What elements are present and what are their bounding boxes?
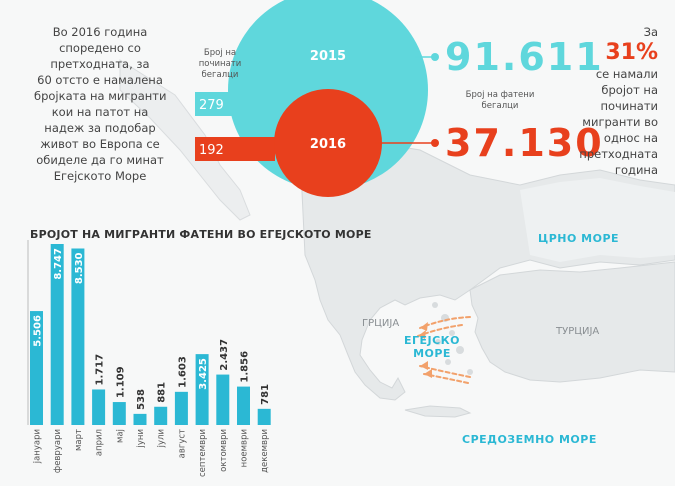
italy-land	[119, 59, 251, 221]
bar-1	[30, 311, 43, 425]
caught-2015-value: 91.611	[445, 35, 604, 79]
deaths-label-line: починати	[198, 59, 242, 69]
bar-6	[133, 413, 147, 425]
crete-island	[404, 405, 472, 418]
intro-line: обиделе да го минат	[36, 153, 164, 167]
month-label: јануари	[33, 429, 43, 464]
deaths-bar-2016	[195, 137, 275, 161]
bar-8	[174, 391, 188, 425]
bar-value-label: 1.603	[177, 356, 188, 388]
deaths-label-line: бегалци	[201, 70, 239, 80]
bar-5	[112, 402, 126, 425]
month-label: март	[74, 429, 84, 451]
decrease-prefix: За	[643, 25, 658, 39]
deaths-label: Број на починати бегалци	[190, 48, 250, 81]
decrease-line: однос на	[603, 131, 658, 145]
bar-value-label: 881	[157, 382, 168, 403]
decrease-line: година	[614, 163, 658, 177]
bar-value-label: 1.717	[95, 354, 106, 386]
circle-2016	[274, 89, 382, 197]
connector-dot-2015	[431, 53, 439, 61]
intro-line: 60 отсто е намалена	[37, 73, 163, 87]
bar-value-label: 2.437	[219, 339, 230, 371]
deaths-2016-value: 192	[199, 143, 224, 158]
migration-arrowheads	[418, 322, 432, 378]
year-2016-label: 2016	[310, 137, 346, 152]
black-sea-label: ЦРНО МОРЕ	[538, 232, 620, 245]
bar-4	[92, 389, 106, 425]
black-sea-water	[520, 178, 675, 262]
month-label: октомври	[219, 429, 229, 472]
deaths-label-line: Број на	[203, 48, 237, 58]
bar-2	[50, 244, 64, 425]
month-label: август	[177, 429, 187, 458]
bar-value-label: 8.530	[74, 252, 85, 284]
aegean-label-line: МОРЕ	[413, 347, 451, 360]
month-label: ноември	[240, 429, 250, 467]
mediterranean-label: СРЕДОЗЕМНО МОРЕ	[462, 433, 597, 446]
month-label: мај	[115, 429, 125, 443]
caught-label-line: бегалци	[481, 101, 519, 111]
month-label: септември	[198, 429, 208, 477]
deaths-2015-value: 279	[199, 98, 224, 113]
month-label: февруари	[53, 429, 63, 473]
deaths-bar-2015	[195, 92, 240, 116]
caught-label-line: Број на фатени	[465, 90, 535, 100]
bar-value-label: 3.425	[198, 358, 209, 390]
bar-9	[195, 354, 209, 425]
intro-line: Егејското Море	[53, 169, 147, 183]
greece-label: ГРЦИЈА	[362, 318, 400, 329]
caught-label: Број на фатени бегалци	[455, 90, 545, 112]
connector-dot-2016	[431, 139, 439, 147]
decrease-line: мигранти во	[582, 115, 658, 129]
decrease-line: бројот на	[601, 83, 658, 97]
chart-title: БРОЈОТ НА МИГРАНТИ ФАТЕНИ ВО ЕГЕЈСКОТО М…	[30, 228, 372, 241]
intro-line: претходната, за	[50, 57, 150, 71]
caught-2016-value: 37.130	[445, 121, 604, 165]
bar-3	[71, 248, 85, 425]
aegean-islands	[432, 302, 473, 375]
turkey-land	[469, 261, 675, 383]
year-2015-label: 2015	[310, 49, 346, 64]
aegean-label-line: ЕГЕЈСКО	[403, 334, 461, 347]
bar-value-label: 5.506	[33, 315, 44, 347]
month-label: декември	[260, 429, 270, 473]
intro-line: живот во Европа се	[40, 137, 160, 151]
month-label: април	[95, 429, 105, 456]
bar-10	[216, 374, 230, 425]
bar-value-label: 1.856	[240, 351, 251, 383]
month-label: јули	[157, 429, 167, 448]
decrease-line: починати	[600, 99, 658, 113]
decrease-line: претходната	[579, 147, 658, 161]
bar-value-label: 8.747	[53, 248, 64, 280]
bar-value-label: 1.109	[115, 366, 126, 398]
decrease-line: се намали	[595, 67, 658, 81]
top-infographic: 2015 2016 279 192	[195, 0, 439, 197]
intro-line: бројката на мигранти	[34, 89, 167, 103]
aegean-label: ЕГЕЈСКО МОРЕ	[402, 334, 462, 360]
intro-line: надеж за подобар	[44, 121, 156, 135]
intro-line: споредено со	[59, 41, 141, 55]
bar-7	[154, 406, 168, 425]
decrease-note: За 31% се намали бројот на починати мигр…	[568, 24, 658, 178]
bar-12	[257, 408, 271, 425]
month-label: јуни	[136, 429, 146, 448]
bar-value-label: 538	[136, 389, 147, 410]
turkey-label: ТУРЦИЈА	[556, 326, 600, 337]
decrease-percent: 31%	[605, 40, 658, 65]
intro-line: Во 2016 година	[52, 25, 148, 39]
bar-11	[237, 386, 250, 425]
intro-paragraph: Во 2016 година споредено со претходната,…	[34, 24, 166, 184]
bar-value-label: 781	[260, 384, 271, 405]
intro-line: кои на патот на	[51, 105, 149, 119]
